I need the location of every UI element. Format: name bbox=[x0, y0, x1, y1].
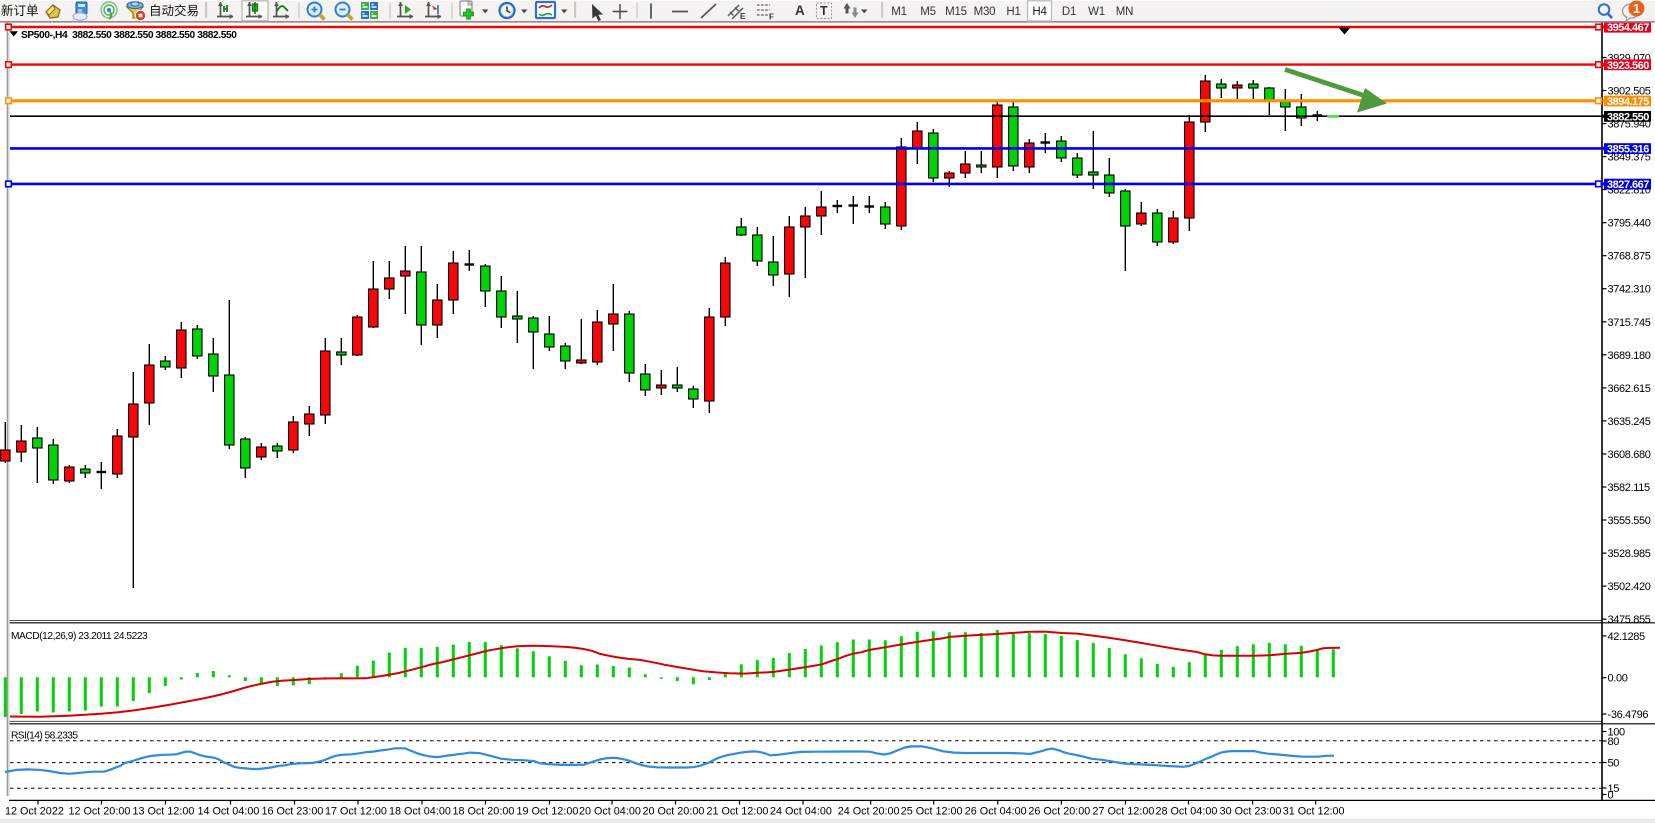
svg-text:3827.667: 3827.667 bbox=[1607, 179, 1649, 191]
svg-text:3855.316: 3855.316 bbox=[1607, 144, 1649, 156]
svg-text:30 Oct 23:00: 30 Oct 23:00 bbox=[1220, 806, 1282, 818]
svg-text:M1: M1 bbox=[891, 6, 907, 18]
svg-text:新订单: 新订单 bbox=[1, 3, 39, 18]
svg-text:1: 1 bbox=[1633, 1, 1640, 16]
svg-text:18 Oct 04:00: 18 Oct 04:00 bbox=[389, 806, 451, 818]
svg-text:26 Oct 20:00: 26 Oct 20:00 bbox=[1028, 806, 1090, 818]
svg-text:17 Oct 12:00: 17 Oct 12:00 bbox=[325, 806, 387, 818]
svg-text:M5: M5 bbox=[920, 6, 936, 18]
svg-text:24 Oct 20:00: 24 Oct 20:00 bbox=[838, 806, 900, 818]
svg-text:12 Oct 20:00: 12 Oct 20:00 bbox=[69, 806, 131, 818]
svg-text:3882.550: 3882.550 bbox=[1607, 111, 1649, 123]
svg-text:3689.180: 3689.180 bbox=[1608, 350, 1651, 362]
svg-text:H1: H1 bbox=[1006, 6, 1020, 18]
svg-text:-36.4796: -36.4796 bbox=[1608, 709, 1649, 721]
svg-text:28 Oct 04:00: 28 Oct 04:00 bbox=[1156, 806, 1218, 818]
svg-text:M15: M15 bbox=[945, 6, 967, 18]
svg-text:13 Oct 12:00: 13 Oct 12:00 bbox=[133, 806, 195, 818]
svg-text:H4: H4 bbox=[1032, 6, 1047, 18]
svg-text:3954.467: 3954.467 bbox=[1607, 22, 1649, 34]
svg-text:3582.115: 3582.115 bbox=[1608, 482, 1650, 494]
svg-text:W1: W1 bbox=[1088, 6, 1105, 18]
svg-text:3894.175: 3894.175 bbox=[1607, 96, 1649, 108]
svg-text:3608.680: 3608.680 bbox=[1608, 449, 1651, 461]
svg-text:3902.505: 3902.505 bbox=[1608, 86, 1651, 98]
svg-text:3475.855: 3475.855 bbox=[1608, 614, 1651, 626]
svg-text:3849.375: 3849.375 bbox=[1608, 152, 1651, 164]
svg-text:RSI(14) 58.2335: RSI(14) 58.2335 bbox=[11, 731, 78, 742]
svg-text:19 Oct 12:00: 19 Oct 12:00 bbox=[517, 806, 579, 818]
svg-text:50: 50 bbox=[1608, 758, 1620, 770]
svg-text:15: 15 bbox=[1608, 783, 1620, 795]
svg-text:MN: MN bbox=[1116, 6, 1134, 18]
svg-text:M30: M30 bbox=[974, 6, 996, 18]
svg-text:31 Oct 12:00: 31 Oct 12:00 bbox=[1283, 806, 1345, 818]
svg-text:3742.310: 3742.310 bbox=[1608, 284, 1651, 296]
svg-text:3923.560: 3923.560 bbox=[1607, 60, 1649, 72]
svg-text:MACD(12,26,9) 23.2011 24.5223: MACD(12,26,9) 23.2011 24.5223 bbox=[11, 631, 148, 642]
svg-text:3662.615: 3662.615 bbox=[1608, 383, 1651, 395]
svg-text:18 Oct 20:00: 18 Oct 20:00 bbox=[453, 806, 515, 818]
svg-text:14 Oct 04:00: 14 Oct 04:00 bbox=[198, 806, 260, 818]
svg-text:26 Oct 04:00: 26 Oct 04:00 bbox=[965, 806, 1027, 818]
svg-text:42.1285: 42.1285 bbox=[1608, 631, 1646, 643]
svg-text:16 Oct 23:00: 16 Oct 23:00 bbox=[262, 806, 324, 818]
svg-text:D1: D1 bbox=[1062, 6, 1076, 18]
svg-text:0.00: 0.00 bbox=[1608, 673, 1628, 685]
svg-text:24 Oct 04:00: 24 Oct 04:00 bbox=[770, 806, 832, 818]
svg-text:3528.985: 3528.985 bbox=[1608, 548, 1651, 560]
svg-text:A: A bbox=[795, 3, 805, 18]
svg-text:SP500-,H4 3882.550 3882.550 3: SP500-,H4 3882.550 3882.550 3882.550 388… bbox=[21, 30, 237, 41]
svg-text:自动交易: 自动交易 bbox=[149, 3, 199, 18]
svg-text:21 Oct 12:00: 21 Oct 12:00 bbox=[707, 806, 769, 818]
svg-text:12 Oct 2022: 12 Oct 2022 bbox=[5, 806, 64, 818]
svg-text:25 Oct 12:00: 25 Oct 12:00 bbox=[901, 806, 963, 818]
svg-text:3635.245: 3635.245 bbox=[1608, 416, 1651, 428]
svg-text:100: 100 bbox=[1608, 727, 1626, 739]
svg-text:27 Oct 12:00: 27 Oct 12:00 bbox=[1093, 806, 1155, 818]
svg-text:3768.875: 3768.875 bbox=[1608, 251, 1651, 263]
svg-text:E: E bbox=[740, 12, 746, 21]
svg-text:80: 80 bbox=[1608, 736, 1620, 748]
svg-text:3555.550: 3555.550 bbox=[1608, 515, 1651, 527]
svg-text:0: 0 bbox=[1608, 790, 1614, 802]
svg-text:20 Oct 04:00: 20 Oct 04:00 bbox=[579, 806, 641, 818]
svg-text:T: T bbox=[820, 4, 828, 18]
svg-text:20 Oct 20:00: 20 Oct 20:00 bbox=[643, 806, 705, 818]
svg-text:3502.420: 3502.420 bbox=[1608, 581, 1651, 593]
svg-text:3715.745: 3715.745 bbox=[1608, 317, 1651, 329]
svg-text:3795.440: 3795.440 bbox=[1608, 218, 1651, 230]
svg-text:F: F bbox=[769, 13, 774, 22]
